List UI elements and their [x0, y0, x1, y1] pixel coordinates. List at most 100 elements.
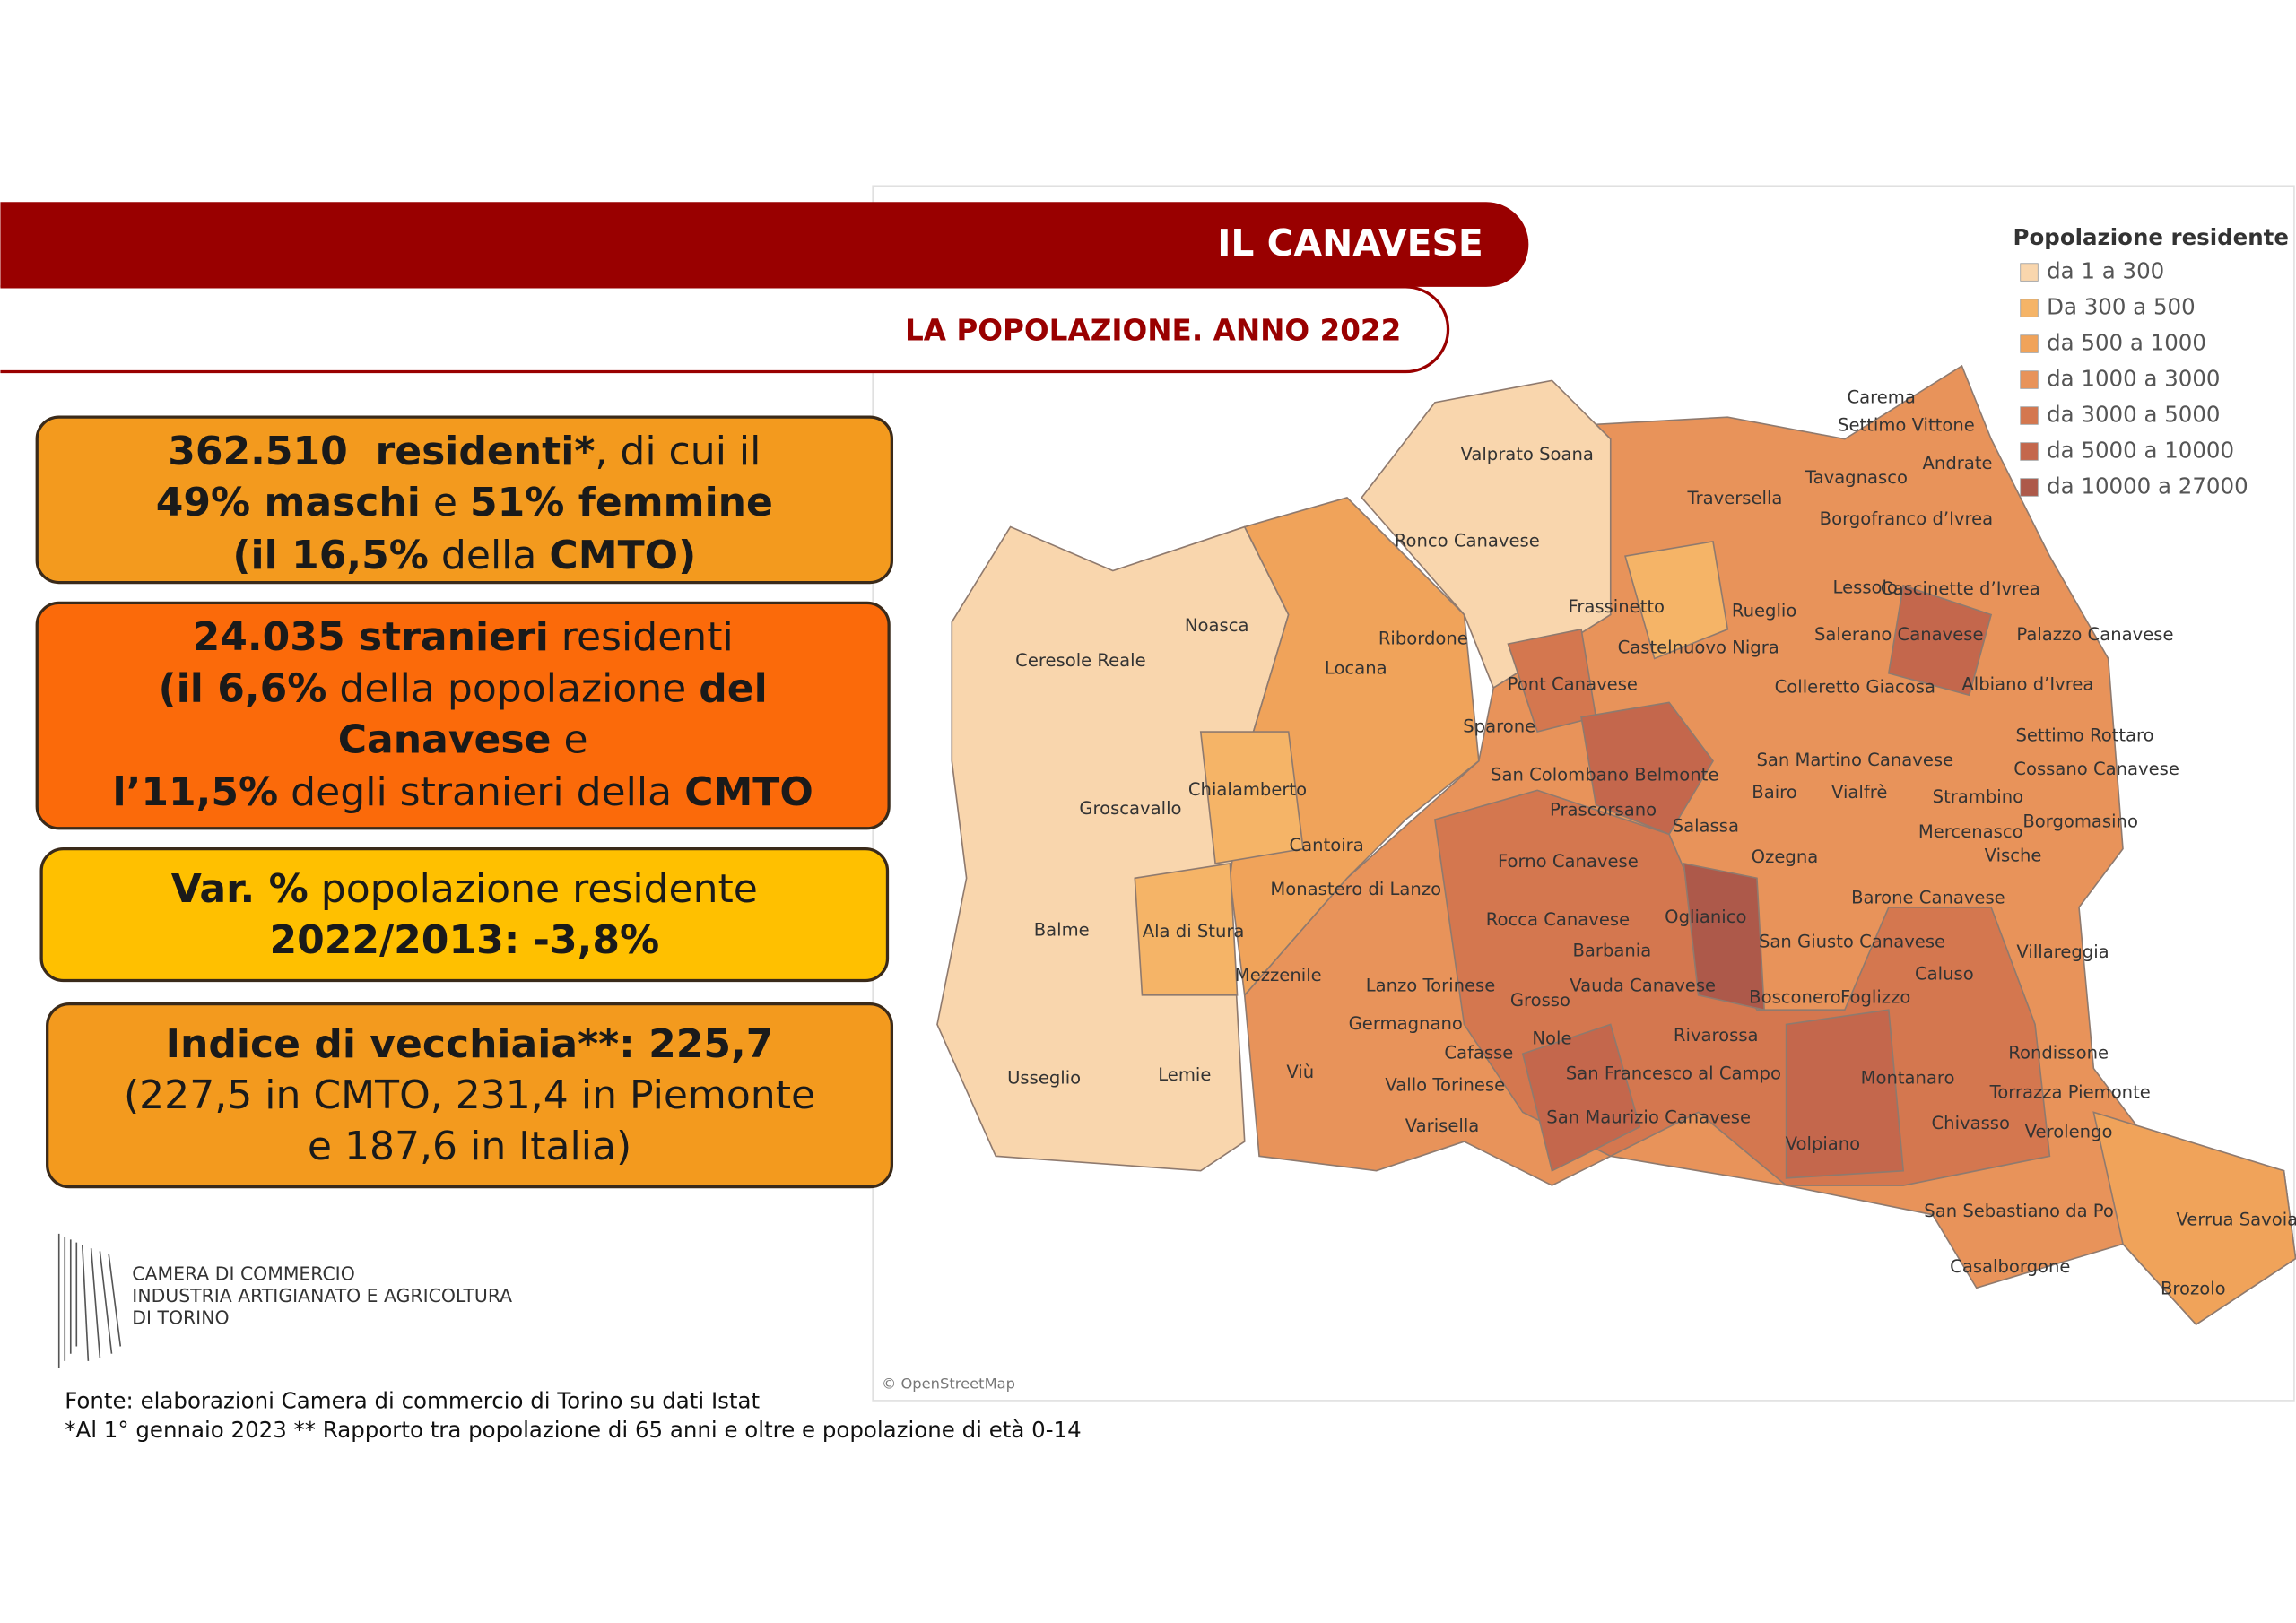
place-label: Valprato Soana — [1460, 444, 1593, 464]
subtitle-bar — [0, 285, 1450, 374]
place-label: Vische — [1985, 845, 2042, 865]
page-subtitle: LA POPOLAZIONE. ANNO 2022 — [905, 313, 1401, 347]
info-line: (227,5 in CMTO, 231,4 in Piemonte — [124, 1072, 815, 1118]
text-run: (il 16,5% — [232, 533, 428, 578]
place-label: Balme — [1034, 920, 1090, 941]
place-label: Rocca Canavese — [1486, 909, 1630, 930]
text-run: e — [421, 480, 470, 525]
place-label: Varisella — [1405, 1115, 1479, 1136]
place-label: Viù — [1286, 1062, 1314, 1082]
place-label: Albiano d’Ivrea — [1961, 673, 2093, 694]
place-label: Monastero di Lanzo — [1270, 879, 1441, 899]
place-label: Groscavallo — [1079, 798, 1181, 819]
place-label: Verrua Savoia — [2176, 1210, 2296, 1230]
info-box — [35, 601, 891, 830]
place-label: Ala di Stura — [1143, 921, 1245, 942]
text-run: e — [552, 716, 588, 762]
place-label: Traversella — [1687, 488, 1783, 508]
place-label: Lemie — [1158, 1064, 1211, 1085]
place-label: Ribordone — [1378, 629, 1468, 649]
text-run: della popolazione — [326, 665, 699, 711]
place-label: San Sebastiano da Po — [1924, 1201, 2114, 1221]
place-label: Caluso — [1915, 963, 1974, 984]
place-label: Bosconero — [1749, 987, 1840, 1008]
legend-swatch — [2020, 406, 2039, 425]
info-line: e 187,6 in Italia) — [308, 1124, 631, 1169]
place-label: Vialfrè — [1831, 782, 1887, 803]
place-label: Vauda Canavese — [1570, 976, 1716, 996]
place-label: San Francesco al Campo — [1566, 1063, 1781, 1083]
place-label: Mercenasco — [1918, 821, 2023, 842]
info-line: 362.510 residenti*, di cui il — [168, 429, 761, 474]
place-label: Lessolo — [1833, 577, 1898, 598]
text-run: 51% femmine — [470, 480, 773, 525]
info-line: Canavese e — [338, 716, 588, 762]
place-label: Barone Canavese — [1851, 888, 2005, 908]
text-run: Var. % — [171, 866, 309, 912]
place-label: San Colombano Belmonte — [1491, 765, 1718, 785]
legend-label: da 3000 a 5000 — [2047, 402, 2220, 428]
place-label: Salerano Canavese — [1814, 624, 1984, 645]
place-label: San Giusto Canavese — [1759, 932, 1945, 952]
place-label: Borgomasino — [2022, 812, 2138, 832]
place-label: Volpiano — [1786, 1133, 1861, 1154]
place-label: Tavagnasco — [1805, 467, 1908, 488]
place-label: Pont Canavese — [1508, 673, 1638, 694]
place-label: Sparone — [1463, 716, 1535, 737]
info-line: Indice di vecchiaia**: 225,7 — [166, 1021, 774, 1067]
place-label: Rivarossa — [1674, 1025, 1759, 1046]
place-label: Rondissone — [2008, 1043, 2109, 1063]
place-label: Carema — [1847, 386, 1915, 407]
place-label: Mezzenile — [1235, 965, 1322, 985]
text-run: Canavese — [338, 716, 552, 762]
place-label: Nole — [1532, 1028, 1571, 1048]
info-line: (il 6,6% della popolazione del — [159, 665, 768, 711]
page-title: IL CANAVESE — [1217, 221, 1483, 265]
place-label: Noasca — [1185, 615, 1249, 636]
place-label: Forno Canavese — [1498, 851, 1639, 872]
legend-label: da 1000 a 3000 — [2047, 366, 2220, 392]
text-run: residenti — [549, 614, 734, 660]
place-label: Settimo Rottaro — [2015, 725, 2153, 745]
place-label: Villareggia — [2016, 942, 2109, 962]
info-line: Var. % popolazione residente — [171, 866, 758, 912]
text-run: CMTO — [684, 769, 813, 815]
legend-swatch — [2020, 334, 2039, 353]
region — [936, 525, 1290, 1172]
info-line: l’11,5% degli stranieri della CMTO — [113, 769, 813, 815]
text-run: 24.035 stranieri — [193, 614, 549, 660]
text-run: 362.510 residenti* — [168, 429, 595, 474]
place-label: Chialamberto — [1188, 779, 1307, 800]
place-label: Barbania — [1573, 940, 1652, 960]
place-label: Ronco Canavese — [1395, 530, 1540, 551]
logo-text: CAMERA DI COMMERCIO — [132, 1263, 354, 1285]
place-label: Chivasso — [1931, 1113, 2009, 1133]
region — [1683, 862, 1765, 1011]
place-label: Salassa — [1673, 816, 1739, 837]
region — [1887, 584, 1993, 697]
text-run: (il 6,6% — [159, 665, 327, 711]
place-label: Casalborgone — [1950, 1256, 2070, 1277]
region — [1229, 496, 1480, 997]
place-label: Frassinetto — [1569, 596, 1665, 617]
legend-swatch — [2020, 442, 2039, 461]
text-run: 2022/2013: -3,8% — [269, 917, 659, 963]
place-label: Cascinette d’Ivrea — [1881, 578, 2040, 599]
info-box — [35, 415, 894, 585]
place-label: Ozegna — [1752, 846, 1819, 867]
place-label: Andrate — [1923, 453, 1993, 473]
place-label: Foglizzo — [1840, 987, 1910, 1008]
map: Carema Settimo Vittone Andrate Tavagnasco Va… — [936, 364, 2296, 1326]
place-label: Colleretto Giacosa — [1775, 677, 1935, 698]
place-label: Torrazza Piemonte — [1989, 1082, 2151, 1103]
footnote: Fonte: elaborazioni Camera di commercio … — [65, 1388, 760, 1414]
logo-text: INDUSTRIA ARTIGIANATO E AGRICOLTURA — [132, 1285, 512, 1306]
region — [1580, 701, 1714, 836]
text-run: e 187,6 in Italia) — [308, 1124, 631, 1169]
legend-label: da 500 a 1000 — [2047, 330, 2206, 356]
place-label: Cossano Canavese — [2013, 759, 2179, 779]
info-line: 49% maschi e 51% femmine — [156, 480, 773, 525]
region — [1134, 862, 1239, 996]
legend-label: da 5000 a 10000 — [2047, 438, 2234, 464]
